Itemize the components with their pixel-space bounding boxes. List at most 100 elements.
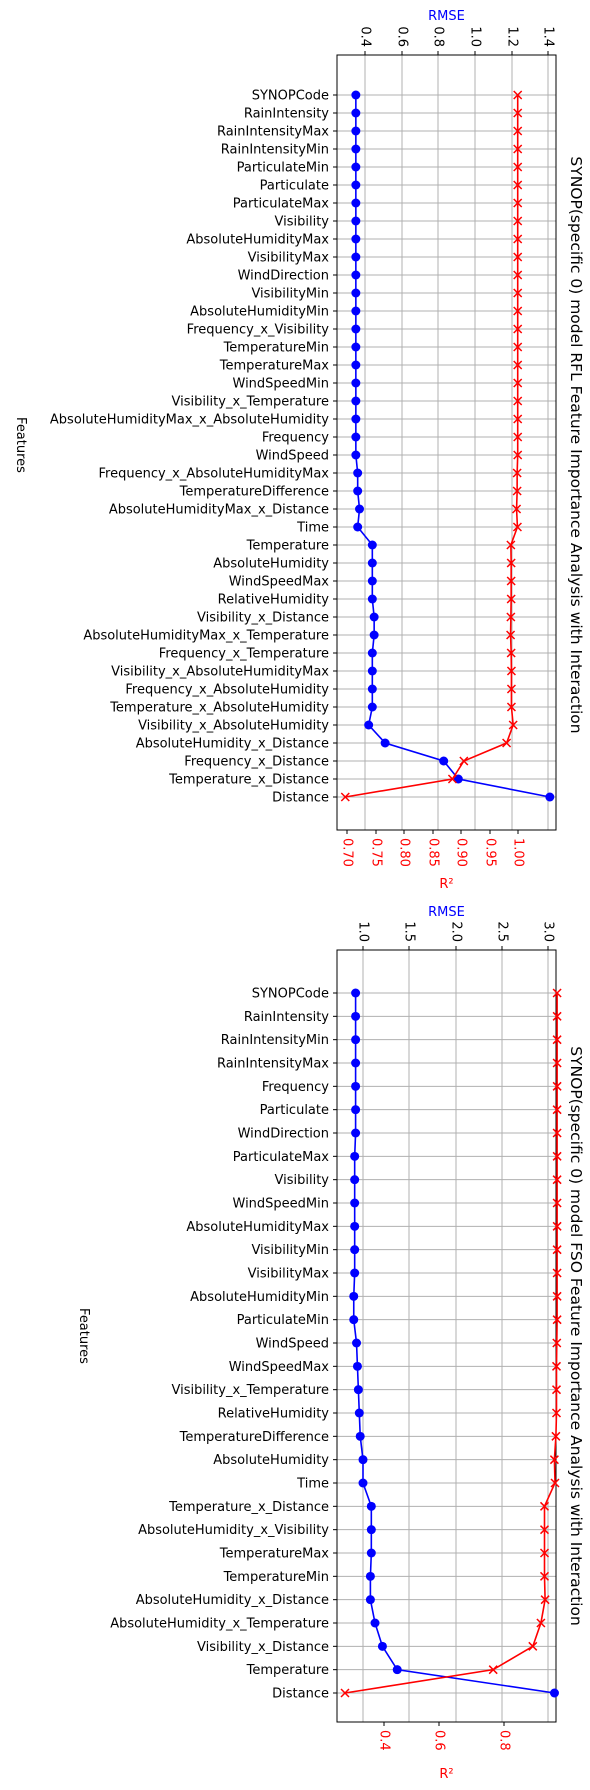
category-label: Temperature xyxy=(246,1663,329,1678)
category-label: SYNOPCode xyxy=(252,987,329,1002)
rmse-point xyxy=(351,396,361,406)
r2-point xyxy=(513,432,523,442)
y-axis-label: Features xyxy=(76,1308,91,1364)
r2-point xyxy=(552,1268,562,1278)
r2-point xyxy=(512,504,522,514)
category-label: WindSpeedMax xyxy=(229,575,330,590)
category-label: RainIntensityMax xyxy=(217,125,329,140)
r2-tick-label: 0.4 xyxy=(377,1730,392,1751)
rmse-point xyxy=(350,1151,360,1161)
rmse-tick-label: 1.0 xyxy=(356,921,371,942)
r2-point xyxy=(551,1431,561,1441)
category-label: Visibility_x_Temperature xyxy=(171,395,329,410)
rmse-point xyxy=(352,1361,362,1371)
rmse-point xyxy=(351,108,361,118)
r2-tick-label: 0.6 xyxy=(432,1730,447,1751)
category-label: RelativeHumidity xyxy=(218,1407,330,1422)
r2-point xyxy=(513,360,523,370)
category-label: Time xyxy=(296,521,329,536)
rmse-point xyxy=(351,414,361,424)
category-label: Frequency_x_Temperature xyxy=(159,647,329,662)
category-label: Distance xyxy=(272,1687,329,1702)
category-label: RainIntensity xyxy=(244,1010,329,1025)
rmse-point xyxy=(350,1268,360,1278)
r2-point xyxy=(552,1291,562,1301)
category-label: WindSpeedMax xyxy=(229,1360,330,1375)
category-label: Visibility xyxy=(275,215,330,230)
rmse-point xyxy=(392,1665,402,1675)
category-label: WindDirection xyxy=(238,1127,329,1142)
r2-point xyxy=(539,1501,550,1511)
category-label: AbsoluteHumidity_x_Distance xyxy=(136,737,329,752)
r2-point xyxy=(552,1128,562,1138)
rmse-point xyxy=(351,90,361,100)
rmse-point xyxy=(367,540,377,550)
rmse-point xyxy=(351,1058,361,1068)
rmse-point xyxy=(351,1011,361,1021)
category-label: VisibilityMin xyxy=(251,287,329,302)
r2-point xyxy=(506,612,516,622)
rmse-point xyxy=(351,126,361,136)
r2-point xyxy=(512,522,522,532)
r2-point xyxy=(552,1081,562,1091)
category-label: Particulate xyxy=(260,179,329,194)
rmse-point xyxy=(353,486,363,496)
r2-tick-label: 0.8 xyxy=(497,1730,512,1751)
r2-point xyxy=(513,414,523,424)
rmse-point xyxy=(351,360,361,370)
rmse-point xyxy=(367,684,377,694)
r2-point xyxy=(512,468,522,478)
r2-point xyxy=(513,90,523,100)
rmse-axis-label: RMSE xyxy=(428,905,465,920)
rmse-point xyxy=(367,648,377,658)
r2-tick-label: 0.85 xyxy=(426,838,441,867)
rmse-series-line xyxy=(355,95,550,798)
rmse-point xyxy=(353,1385,363,1395)
category-label: AbsoluteHumidityMin xyxy=(190,1290,329,1305)
category-label: RainIntensity xyxy=(244,107,329,122)
r2-point xyxy=(502,738,512,748)
rmse-tick-label: 1.5 xyxy=(402,921,417,942)
category-label: AbsoluteHumidity_x_Visibility xyxy=(138,1523,329,1538)
category-label: TemperatureMin xyxy=(223,1570,329,1585)
rmse-point xyxy=(351,270,361,280)
category-label: Distance xyxy=(272,791,329,806)
r2-point xyxy=(447,774,457,784)
rmse-point xyxy=(351,234,361,244)
rmse-point xyxy=(351,216,361,226)
rmse-point xyxy=(358,1478,368,1488)
category-label: ParticulateMax xyxy=(233,197,330,212)
r2-point xyxy=(506,666,516,676)
r2-point xyxy=(549,1455,559,1465)
rmse-point xyxy=(545,792,555,802)
rmse-point xyxy=(366,1501,376,1511)
category-label: Temperature_x_Distance xyxy=(168,773,329,788)
category-label: AbsoluteHumidity xyxy=(213,557,329,572)
r2-point xyxy=(506,630,516,640)
r2-tick-label: 0.70 xyxy=(340,838,355,867)
r2-point xyxy=(539,1525,550,1535)
category-label: TemperatureMax xyxy=(219,359,330,374)
category-label: AbsoluteHumidityMax_x_AbsoluteHumidity xyxy=(50,413,329,428)
rmse-point xyxy=(351,324,361,334)
r2-point xyxy=(340,792,350,802)
rmse-point xyxy=(352,1338,362,1348)
rmse-point xyxy=(351,162,361,172)
rmse-point xyxy=(350,1175,360,1185)
rmse-point xyxy=(365,1571,375,1581)
rmse-point xyxy=(367,666,377,676)
category-label: Frequency_x_Distance xyxy=(184,755,329,770)
rmse-point xyxy=(351,180,361,190)
category-label: WindSpeed xyxy=(256,449,329,464)
rmse-point xyxy=(351,342,361,352)
category-label: TemperatureDifference xyxy=(179,485,329,500)
category-label: TemperatureDifference xyxy=(179,1430,329,1445)
rmse-point xyxy=(351,1081,361,1091)
r2-point xyxy=(528,1641,538,1651)
category-label: WindSpeedMin xyxy=(233,377,330,392)
rfl-chart: SYNOPCode RainIntensity RainIntensityMax Ra… xyxy=(13,9,585,892)
rmse-point xyxy=(364,720,374,730)
r2-point xyxy=(551,1361,562,1371)
category-label: Visibility xyxy=(275,1173,330,1188)
r2-tick-label: 0.75 xyxy=(369,838,384,867)
